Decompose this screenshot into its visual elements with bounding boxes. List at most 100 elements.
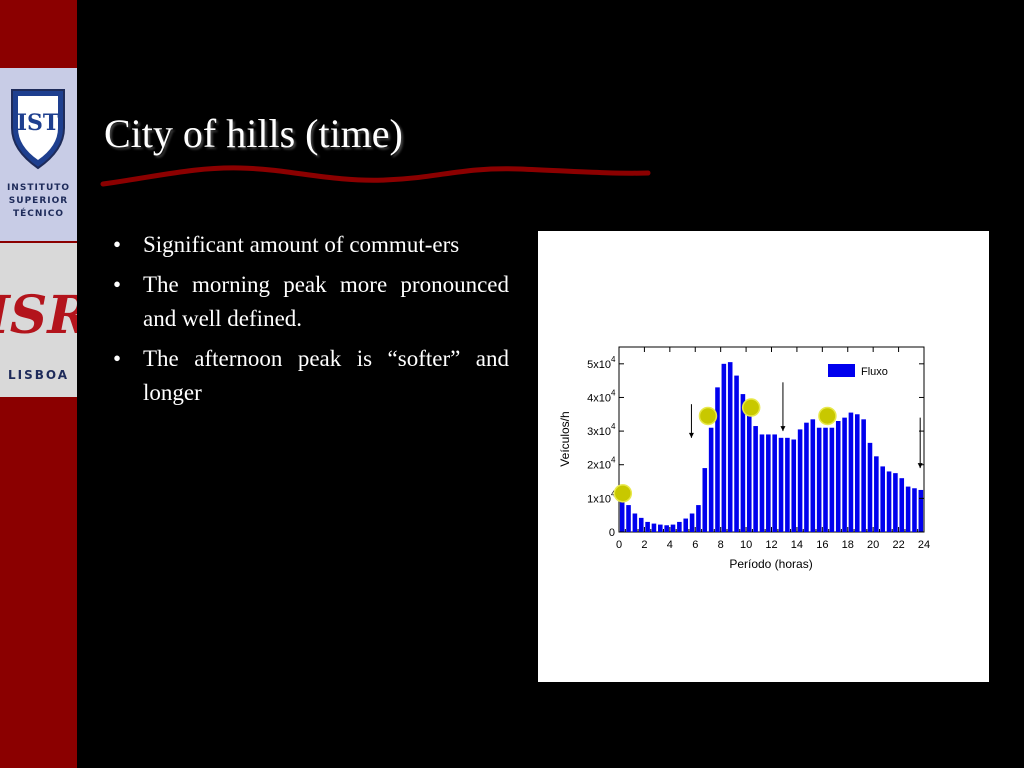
title-underline (100, 165, 651, 187)
chart-bar (696, 505, 701, 532)
chart-bar (912, 488, 917, 532)
x-tick-label: 14 (791, 539, 803, 551)
arrow-head (780, 426, 786, 432)
chart-bar (905, 486, 911, 532)
y-tick-label: 4x10 (587, 392, 611, 404)
bullet-item: • The afternoon peak is “softer” and long… (113, 342, 509, 410)
isr-logo: ISR LISBOA (0, 243, 91, 397)
chart-bar (918, 489, 924, 532)
x-tick-label: 20 (867, 539, 879, 551)
chart-bar (677, 521, 682, 532)
x-tick-label: 2 (641, 539, 647, 551)
chart-bar (893, 473, 898, 532)
chart-bar (727, 362, 733, 532)
chart-bar (899, 478, 905, 532)
x-axis-label: Período (horas) (729, 557, 812, 571)
x-tick-label: 8 (718, 539, 724, 551)
x-tick-label: 22 (892, 539, 904, 551)
chart-bar (810, 419, 816, 532)
chart-bar (626, 505, 631, 532)
chart-bar (823, 427, 828, 532)
x-tick-label: 0 (616, 539, 622, 551)
y-tick-label: 2x10 (587, 460, 611, 472)
bullet-item: • The morning peak more pronounced and we… (113, 268, 509, 336)
chart-bar (785, 437, 790, 532)
y-tick-exponent: 4 (611, 388, 616, 397)
chart-bar (842, 417, 847, 532)
ist-caption: INSTITUTO SUPERIOR TÉCNICO (6, 183, 71, 219)
bullet-dot: • (113, 232, 122, 257)
chart-bar (683, 518, 689, 532)
chart-bar (632, 513, 638, 532)
overlays-group (613, 382, 923, 503)
legend-swatch (828, 364, 855, 377)
x-tick-label: 16 (816, 539, 828, 551)
bullet-dot: • (113, 272, 122, 297)
chart-bar (797, 429, 803, 532)
chart-bar (791, 439, 797, 532)
chart-bar (766, 434, 771, 532)
arrow-head (688, 432, 694, 438)
y-tick-exponent: 4 (611, 489, 616, 498)
chart-bar (804, 422, 809, 532)
chart-bar (746, 415, 752, 532)
chart-bar (638, 517, 644, 532)
isr-mark-text: ISR (0, 285, 77, 346)
y-tick-exponent: 4 (611, 422, 616, 431)
x-tick-label: 4 (667, 539, 673, 551)
slide-title: City of hills (time) (104, 111, 403, 156)
chart-bar (880, 466, 885, 532)
chart-panel: 0 2 4 6 8 10 12 14 16 18 20 22 24 0 1x10 4 2x10 4 3x10 4 4x1… (538, 231, 989, 682)
chart-bar (861, 419, 866, 532)
chart-bar (886, 471, 892, 532)
highlight-marker (741, 398, 761, 417)
bars-group (619, 362, 924, 532)
chart-bar (854, 414, 860, 532)
legend-label: Fluxo (861, 366, 888, 378)
chart-bar (874, 456, 879, 532)
y-tick-label: 5x10 (587, 359, 611, 371)
chart-bar (734, 375, 739, 532)
chart-bar (721, 363, 727, 532)
x-tick-label: 10 (740, 539, 752, 551)
x-tick-label: 18 (842, 539, 854, 551)
ist-shield-icon: IST (11, 89, 65, 170)
bullet-dot: • (113, 346, 122, 371)
x-tick-label: 6 (692, 539, 698, 551)
y-axis-label: Veículos/h (558, 411, 572, 466)
y-tick-exponent: 4 (611, 355, 616, 364)
chart-bar (835, 421, 841, 532)
chart-bar (658, 524, 663, 532)
highlight-marker (613, 484, 633, 503)
chart-bar (816, 427, 822, 532)
x-tick-label: 12 (765, 539, 777, 551)
x-tick-label: 24 (918, 539, 930, 551)
y-tick-label: 3x10 (587, 426, 611, 438)
chart-bar (689, 513, 695, 532)
chart-bar (715, 387, 720, 532)
y-tick-label: 1x10 (587, 493, 611, 505)
chart-bar (848, 412, 854, 532)
chart-bar (829, 427, 835, 532)
chart-bar (740, 394, 746, 532)
highlight-marker (818, 406, 837, 426)
chart-bar (772, 434, 777, 532)
chart-bar (664, 525, 669, 532)
chart-bar (708, 427, 714, 532)
chart-bar (651, 523, 657, 532)
ist-logo: IST INSTITUTO SUPERIOR TÉCNICO (0, 68, 77, 241)
chart-bar (702, 468, 708, 532)
chart-bar (670, 524, 676, 532)
arrow-head (917, 463, 923, 469)
ist-mark-text: IST (17, 110, 60, 136)
chart-bar (778, 437, 784, 532)
y-tick-label: 0 (609, 527, 615, 539)
chart-bar (645, 521, 650, 532)
isr-mark-icon: ISR (0, 285, 91, 346)
bullet-item: • Significant amount of commut-ers (113, 228, 509, 262)
y-tick-exponent: 4 (611, 456, 616, 465)
chart-bar (619, 495, 625, 532)
chart-bar (753, 426, 758, 532)
isr-caption: LISBOA (7, 368, 70, 382)
